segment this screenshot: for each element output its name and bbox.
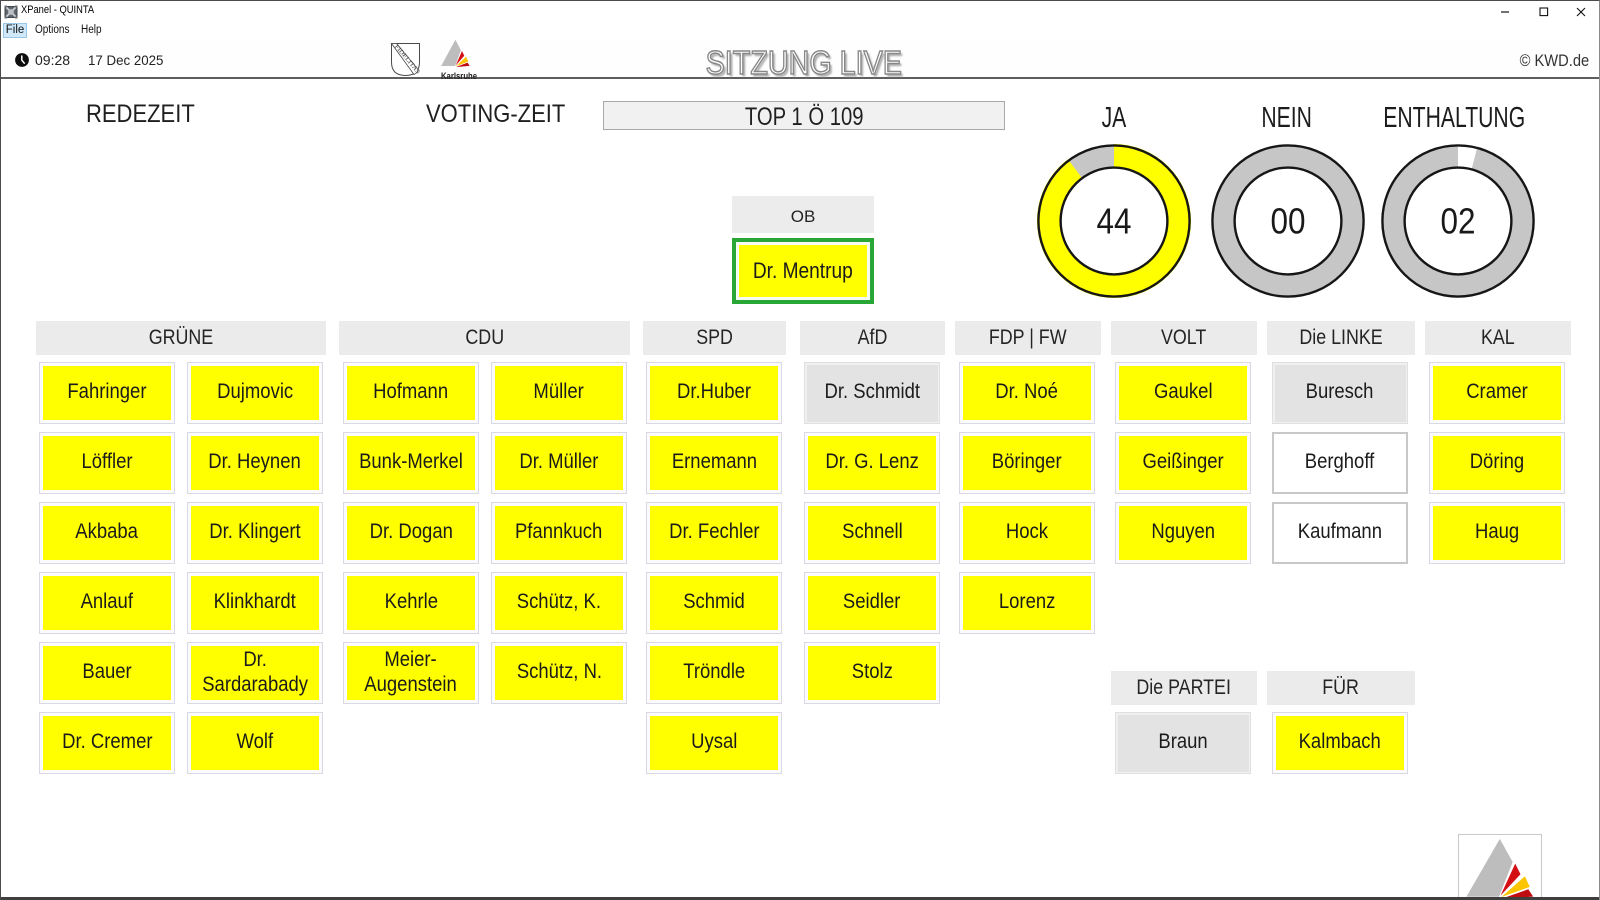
svg-text:44: 44 <box>1097 201 1132 242</box>
svg-text:00: 00 <box>1271 201 1306 242</box>
svg-text:02: 02 <box>1441 201 1476 242</box>
